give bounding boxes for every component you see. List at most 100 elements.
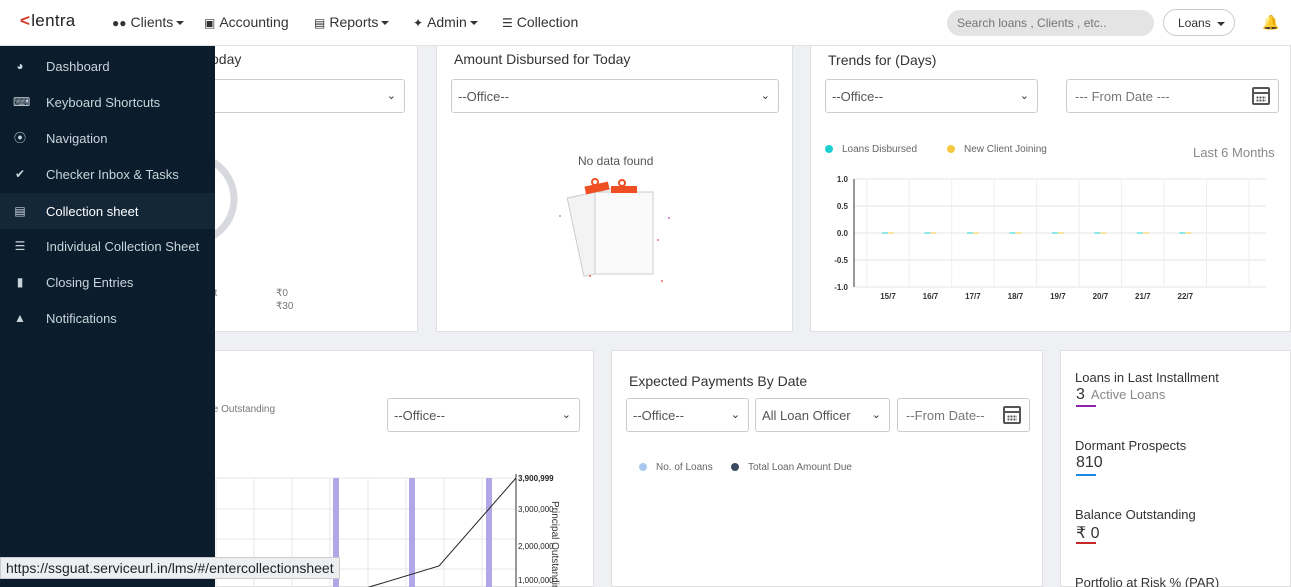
search-input[interactable]: [947, 10, 1154, 36]
x-tick-label: 20/7: [1093, 292, 1109, 301]
legend-total-due: Total Loan Amount Due: [731, 462, 852, 473]
bar[interactable]: [409, 478, 415, 587]
stat-value: ₹ 0: [1076, 523, 1100, 543]
check-icon: ✔: [13, 167, 27, 181]
card-title: Trends for (Days): [828, 52, 936, 68]
nav-collection[interactable]: ☰ Collection: [502, 14, 578, 30]
stat-label: Balance Outstanding: [1075, 507, 1196, 522]
money-icon: ▣: [204, 16, 215, 30]
x-tick-label: 22/7: [1178, 292, 1194, 301]
trends-chart: 1.0 0.5 0.0 -0.5 -1.0 15/7 16/7 17/7 18/7 19/7 20/…: [811, 171, 1281, 306]
stat-underline: [1076, 474, 1096, 476]
sidebar: ◕ Dashboard ⌨ Keyboard Shortcuts ⦿ Navigati…: [0, 46, 215, 587]
top-navbar: ˂lentra ●● Clients ▣ Accounting ▤ Reports ✦…: [0, 0, 1291, 46]
x-tick-label: 18/7: [1008, 292, 1024, 301]
nav-admin[interactable]: ✦ Admin: [413, 14, 478, 30]
x-tick-label: 17/7: [965, 292, 981, 301]
sidebar-item-collection-sheet[interactable]: ▤ Collection sheet: [0, 193, 215, 229]
keyboard-icon: ⌨: [13, 95, 27, 109]
chevron-down-icon: ⌄: [387, 89, 396, 102]
x-tick-label: 19/7: [1050, 292, 1066, 301]
sidebar-item-navigation[interactable]: ⦿ Navigation: [0, 120, 215, 156]
compass-icon: ⦿: [13, 131, 27, 145]
y-tick-label: 1.0: [837, 175, 849, 184]
legend-no-of-loans: No. of Loans: [639, 462, 713, 473]
sidebar-item-keyboard-shortcuts[interactable]: ⌨ Keyboard Shortcuts: [0, 84, 215, 120]
value-label: ₹30: [276, 301, 294, 312]
chevron-down-icon: ⌄: [562, 408, 571, 421]
calendar-icon[interactable]: [1003, 406, 1021, 424]
office-select[interactable]: --Office-- ⌄: [626, 398, 749, 432]
card-trends: Trends for (Days) --Office-- ⌄ --- From D…: [810, 30, 1291, 332]
x-tick-label: 15/7: [880, 292, 896, 301]
from-date-input[interactable]: --- From Date ---: [1066, 79, 1279, 113]
stat-label: Dormant Prospects: [1075, 438, 1186, 453]
calendar-icon[interactable]: [1252, 87, 1270, 105]
sidebar-item-notifications[interactable]: ▲ Notifications: [0, 300, 215, 336]
wrench-icon: ✦: [413, 16, 423, 30]
legend-label: ple Outstanding: [205, 404, 275, 415]
nav-clients[interactable]: ●● Clients: [112, 14, 184, 30]
stat-label: Loans in Last Installment: [1075, 370, 1219, 385]
nav-reports[interactable]: ▤ Reports: [314, 14, 389, 30]
value-label: ₹0: [276, 288, 288, 299]
y-tick-label: 0.0: [837, 229, 849, 238]
legend-dot: [731, 463, 739, 471]
bar[interactable]: [486, 478, 492, 587]
card-amount-disbursed: Amount Disbursed for Today --Office-- ⌄ N…: [436, 30, 793, 332]
chevron-down-icon: ⌄: [872, 408, 881, 421]
x-tick-label: 21/7: [1135, 292, 1151, 301]
card-expected-payments: Expected Payments By Date --Office-- ⌄ Al…: [611, 350, 1043, 587]
lentra-logo[interactable]: ˂lentra: [20, 11, 76, 31]
legend-dot: [947, 145, 955, 153]
chevron-down-icon: ⌄: [1020, 89, 1029, 102]
loans-dropdown[interactable]: Loans: [1163, 9, 1235, 36]
period-label[interactable]: Last 6 Months: [1193, 145, 1275, 160]
y-tick-label: -1.0: [834, 283, 848, 292]
axis-label: Principal Outstanding: [549, 501, 560, 587]
stat-value: 3 Active Loans: [1076, 386, 1165, 404]
legend-loans-disbursed: Loans Disbursed: [825, 144, 917, 155]
legend-dot: [825, 145, 833, 153]
nav-accounting[interactable]: ▣ Accounting: [204, 14, 289, 30]
list-icon: ☰: [13, 239, 27, 253]
sidebar-item-dashboard[interactable]: ◕ Dashboard: [0, 48, 215, 84]
status-url-bar: https://ssguat.serviceurl.in/lms/#/enter…: [0, 557, 340, 579]
clipboard-illustration: [557, 176, 677, 286]
chevron-down-icon: [470, 21, 478, 25]
loan-officer-select[interactable]: All Loan Officer ⌄: [755, 398, 890, 432]
stat-underline: [1076, 405, 1096, 407]
bell-icon: ▲: [13, 311, 27, 325]
chevron-down-icon: [176, 21, 184, 25]
stat-value: 810: [1076, 454, 1103, 472]
x-tick-label: 16/7: [923, 292, 939, 301]
legend-new-client: New Client Joining: [947, 144, 1047, 155]
users-icon: ●●: [112, 16, 127, 30]
chevron-down-icon: [381, 21, 389, 25]
card-title: Amount Disbursed for Today: [454, 51, 630, 67]
legend-dot: [639, 463, 647, 471]
bell-icon[interactable]: 🔔: [1262, 14, 1279, 31]
sidebar-item-individual-collection-sheet[interactable]: ☰ Individual Collection Sheet: [0, 228, 215, 264]
stat-label: Portfolio at Risk % (PAR): [1075, 575, 1219, 587]
folder-icon: ▮: [13, 275, 27, 289]
y-tick-label: 3,900,999: [518, 474, 554, 483]
office-select[interactable]: --Office-- ⌄: [387, 398, 580, 432]
trend-line: [366, 478, 516, 587]
card-principal-outstanding: ple Outstanding --Office-- ⌄ 3,900,999 3,0…: [150, 350, 594, 587]
no-data-text: No data found: [578, 154, 653, 168]
chevron-down-icon: ⌄: [731, 408, 740, 421]
office-select[interactable]: ⌄: [191, 79, 405, 113]
sidebar-item-checker-inbox[interactable]: ✔ Checker Inbox & Tasks: [0, 156, 215, 192]
office-select[interactable]: --Office-- ⌄: [825, 79, 1038, 113]
office-select[interactable]: --Office-- ⌄: [451, 79, 779, 113]
chevron-down-icon: ⌄: [761, 89, 770, 102]
sidebar-item-closing-entries[interactable]: ▮ Closing Entries: [0, 264, 215, 300]
y-tick-label: -0.5: [834, 256, 848, 265]
stat-underline: [1076, 542, 1096, 544]
card-title: Expected Payments By Date: [629, 373, 807, 389]
card-title: oday: [211, 51, 241, 67]
from-date-input[interactable]: --From Date--: [897, 398, 1030, 432]
chevron-down-icon: [1217, 22, 1225, 26]
bar-chart-icon: ▤: [314, 16, 325, 30]
